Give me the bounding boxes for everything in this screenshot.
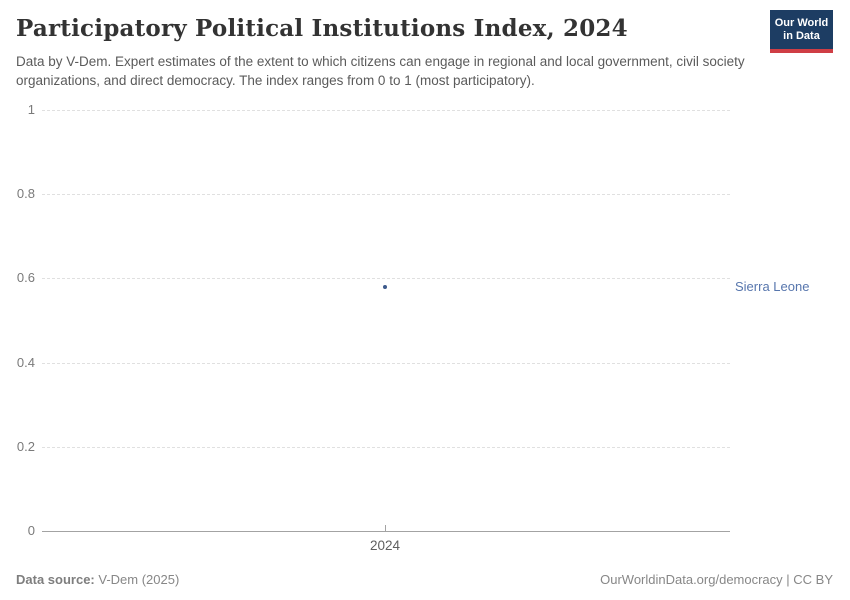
owid-logo[interactable]: Our World in Data (770, 10, 833, 53)
y-gridline (42, 194, 730, 195)
y-tick-label: 0.8 (16, 186, 35, 201)
owid-logo-line1: Our World (774, 17, 829, 29)
page-title: Participatory Political Institutions Ind… (16, 15, 628, 42)
x-tick-label: 2024 (369, 538, 401, 553)
y-gridline (42, 363, 730, 364)
data-source: Data source: V-Dem (2025) (16, 572, 179, 587)
x-axis-line (42, 531, 730, 532)
y-tick-label: 0 (27, 523, 35, 538)
entity-label-sierra-leone[interactable]: Sierra Leone (735, 279, 810, 294)
y-tick-label: 0.2 (16, 439, 35, 454)
data-source-value: V-Dem (2025) (98, 572, 180, 587)
y-gridline (42, 278, 730, 279)
y-gridline (42, 110, 730, 111)
chart-subtitle: Data by V-Dem. Expert estimates of the e… (16, 54, 745, 88)
data-source-label: Data source: (16, 572, 95, 587)
y-tick-label: 0.4 (16, 355, 35, 370)
y-tick-label: 1 (27, 102, 35, 117)
x-tick-mark (385, 525, 386, 531)
y-gridline (42, 447, 730, 448)
owid-logo-line2: in Data (783, 30, 820, 42)
data-point-sierra-leone[interactable] (383, 285, 387, 289)
y-tick-label: 0.6 (16, 270, 35, 285)
credit-link[interactable]: OurWorldinData.org/democracy | CC BY (600, 572, 833, 587)
